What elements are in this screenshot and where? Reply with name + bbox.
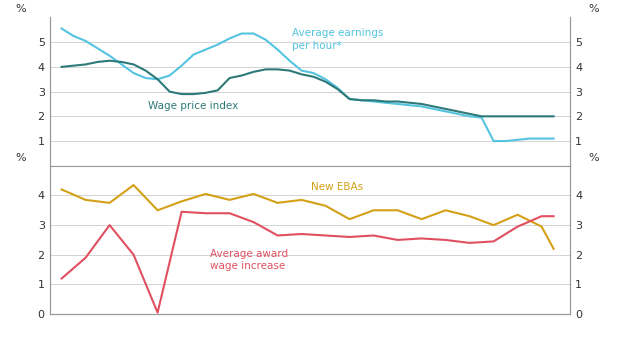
Text: Average award
wage increase: Average award wage increase (210, 249, 288, 271)
Text: %: % (16, 153, 27, 163)
Text: Average earnings
per hour*: Average earnings per hour* (292, 28, 383, 51)
Text: Wage price index: Wage price index (148, 102, 238, 111)
Text: %: % (588, 5, 599, 14)
Text: %: % (588, 153, 599, 163)
Text: New EBAs: New EBAs (311, 183, 363, 193)
Text: %: % (16, 5, 27, 14)
